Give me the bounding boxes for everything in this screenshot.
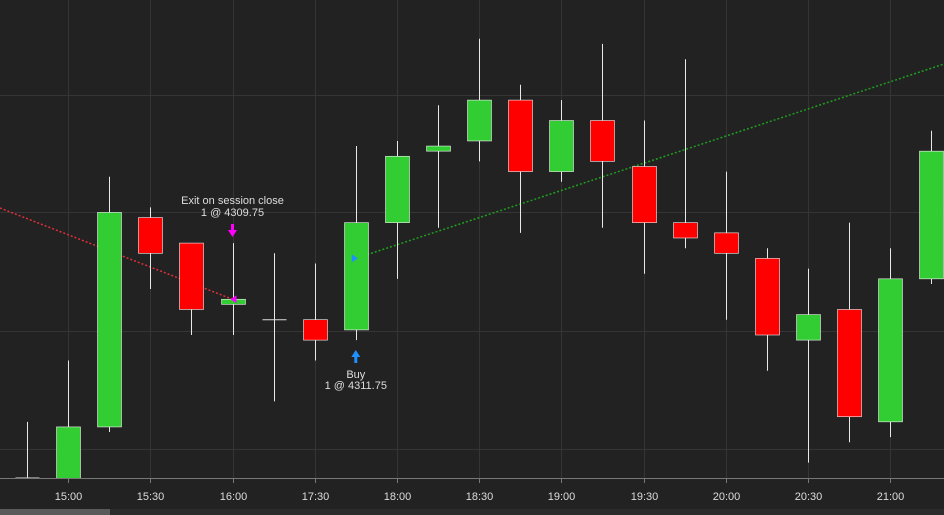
exit-arrow bbox=[228, 224, 237, 237]
candle-body bbox=[632, 166, 657, 223]
scrollbar-thumb[interactable] bbox=[0, 509, 110, 515]
x-tick-label: 17:30 bbox=[302, 491, 330, 503]
candle-body bbox=[385, 155, 410, 223]
x-tick-label: 18:00 bbox=[384, 491, 412, 503]
candle-body bbox=[755, 258, 780, 336]
x-tick-label: 15:30 bbox=[137, 491, 165, 503]
candle-body bbox=[467, 99, 492, 142]
x-tick-label: 20:30 bbox=[795, 491, 823, 503]
fill-marker bbox=[351, 254, 358, 263]
x-tick-label: 21:00 bbox=[877, 491, 905, 503]
candle-body bbox=[837, 309, 862, 418]
fill-marker bbox=[230, 295, 237, 304]
x-tick-label: 16:00 bbox=[220, 491, 248, 503]
candle-body bbox=[714, 232, 739, 254]
candle-body bbox=[303, 319, 328, 341]
x-tick-label: 20:00 bbox=[713, 491, 741, 503]
candle-body bbox=[344, 222, 369, 331]
candle-body bbox=[919, 150, 944, 280]
trade-label: Exit on session close bbox=[181, 195, 284, 207]
candle-body bbox=[97, 212, 122, 428]
scrollbar-track bbox=[0, 509, 944, 515]
x-tick-label: 19:00 bbox=[548, 491, 576, 503]
candle-body bbox=[426, 145, 451, 152]
candle-body bbox=[56, 426, 81, 478]
x-tick-label: 18:30 bbox=[466, 491, 494, 503]
candle-body bbox=[508, 99, 533, 172]
candle-body bbox=[796, 314, 821, 341]
candle-body bbox=[179, 242, 204, 310]
x-tick-label: 19:30 bbox=[631, 491, 659, 503]
candle-body bbox=[590, 120, 615, 162]
trade-detail: 1 @ 4311.75 bbox=[325, 380, 387, 392]
x-tick-label: 15:00 bbox=[55, 491, 83, 503]
candle-body bbox=[138, 217, 163, 254]
x-axis: 15:00 15:30 16:00 17:30 18:00 18:30 19:00 19:30… bbox=[55, 478, 905, 503]
entry-arrow bbox=[351, 350, 361, 363]
candles bbox=[15, 38, 944, 478]
trade-line bbox=[355, 63, 944, 260]
trade-label: Buy bbox=[346, 369, 365, 381]
candle-body bbox=[673, 222, 698, 239]
candle-body bbox=[878, 278, 903, 423]
trade-detail: 1 @ 4309.75 bbox=[201, 207, 264, 219]
candle-body bbox=[549, 120, 574, 172]
